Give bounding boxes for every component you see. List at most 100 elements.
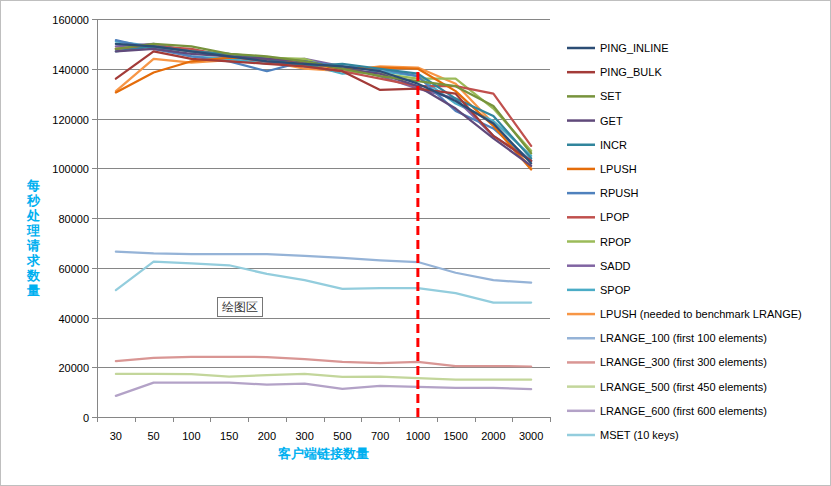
x-tick-label: 150 [220,430,238,442]
plot-area [116,40,531,417]
x-axis [97,417,550,418]
y-tick-label: 0 [83,412,89,424]
series-line [116,58,531,170]
legend-swatch [567,216,595,219]
x-tick [399,417,400,422]
series-line [116,252,531,283]
y-tick [92,417,97,418]
series-line [116,40,531,161]
legend-label: LRANGE_600 (first 600 elements) [600,405,767,417]
series-line [116,44,531,153]
y-tick-label: 120000 [52,114,89,126]
y-tick [92,268,97,269]
legend-label: INCR [600,139,627,151]
legend-swatch [567,47,595,50]
x-tick-label: 300 [295,430,313,442]
x-tick [512,417,513,422]
grid-line [97,168,550,169]
legend-swatch [567,385,595,388]
legend-swatch [567,192,595,195]
x-tick [437,417,438,422]
annotation-box [218,298,263,317]
grid-line [97,218,550,219]
y-tick [92,168,97,169]
series-line [116,51,531,160]
chart-frame [1,1,831,486]
x-tick [135,417,136,422]
legend-label: LRANGE_100 (first 100 elements) [600,332,767,344]
legend-label: PING_INLINE [600,42,668,54]
x-tick-label: 700 [371,430,389,442]
legend-label: GET [600,115,623,127]
x-tick-label: 30 [110,430,122,442]
y-tick-label: 20000 [58,362,89,374]
x-tick [361,417,362,422]
x-tick-label: 1500 [443,430,467,442]
series-line [116,44,531,163]
legend-label: LRANGE_500 (first 450 elements) [600,381,767,393]
series-line [116,357,531,367]
y-tick [92,218,97,219]
grid-line [97,268,550,269]
series-line [116,46,531,146]
legend: PING_INLINEPING_BULKSETGETINCRLPUSHRPUSH… [567,42,802,441]
x-tick-label: 2000 [481,430,505,442]
x-tick [173,417,174,422]
x-tick [324,417,325,422]
legend-swatch [567,119,595,122]
x-tick [248,417,249,422]
annotation: 绘图区 [222,300,258,314]
x-tick-label: 200 [258,430,276,442]
grid-line [97,367,550,368]
legend-swatch [567,240,595,243]
x-tick-label: 100 [182,430,200,442]
x-tick-label: 1000 [406,430,430,442]
series-line [116,262,531,303]
y-tick-label: 80000 [58,213,89,225]
y-tick-label: 140000 [52,64,89,76]
legend-label: LPUSH [600,163,637,175]
y-axis [97,19,98,417]
series-line [116,374,531,380]
legend-swatch [567,361,595,364]
series-line [116,383,531,396]
y-tick [92,119,97,120]
reference-line [416,69,419,417]
series-line [116,41,531,155]
y-tick [92,19,97,20]
legend-swatch [567,289,595,292]
y-tick [92,318,97,319]
x-axis-title: 客户端链接数量 [277,446,369,461]
chart: 0200004000060000800001000001200001400001… [0,0,831,486]
grid-line [97,417,550,418]
legend-swatch [567,337,595,340]
legend-swatch [567,95,595,98]
legend-swatch [567,144,595,147]
series-line [116,46,531,150]
legend-swatch [567,313,595,316]
legend-swatch [567,264,595,267]
y-tick [92,69,97,70]
x-tick-label: 3000 [519,430,543,442]
legend-swatch [567,434,595,437]
x-tick [210,417,211,422]
x-tick [286,417,287,422]
legend-label: LRANGE_300 (first 300 elements) [600,356,767,368]
x-tick-label: 500 [333,430,351,442]
legend-label: PING_BULK [600,66,662,78]
series-line [116,59,531,168]
legend-label: LPOP [600,211,629,223]
y-tick-label: 60000 [58,263,89,275]
x-tick-label: 50 [148,430,160,442]
y-tick [92,367,97,368]
y-tick-label: 100000 [52,163,89,175]
legend-label: MSET (10 keys) [600,429,679,441]
legend-label: RPOP [600,236,631,248]
x-tick [97,417,98,422]
legend-swatch [567,410,595,413]
legend-label: SPOP [600,284,631,296]
legend-swatch [567,168,595,171]
legend-label: LPUSH (needed to benchmark LRANGE) [600,308,802,320]
x-tick [550,417,551,422]
legend-swatch [567,71,595,74]
